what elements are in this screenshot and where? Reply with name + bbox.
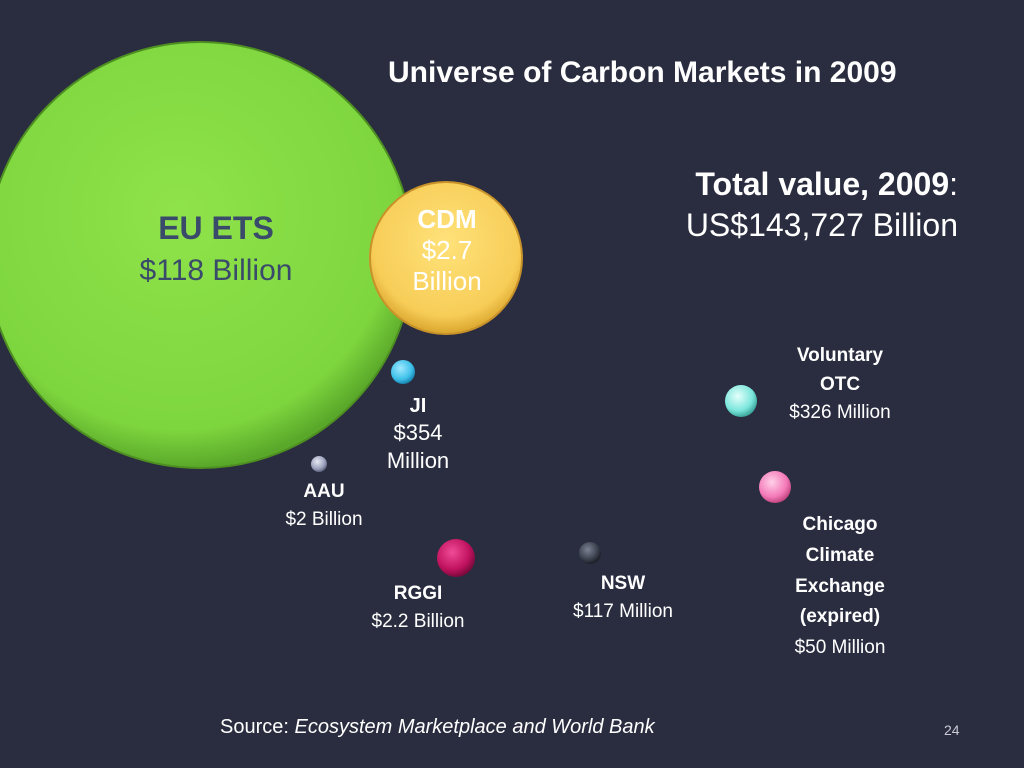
- label-value: $50 Million: [794, 637, 886, 659]
- bubble-rggi: [437, 539, 475, 577]
- label-value: $326 Million: [789, 402, 891, 423]
- label-value: $354 Million: [386, 420, 450, 473]
- label-value: $118 Billion: [139, 254, 293, 287]
- label-name: NSW: [600, 573, 646, 594]
- bubble-nsw: [579, 542, 601, 564]
- bubble-cdm: [369, 181, 523, 335]
- bubble-voluntary-otc: [725, 385, 757, 417]
- label-name: Chicago Climate Exchange (expired): [795, 514, 885, 628]
- label-chicago-climate-exchange: Chicago Climate Exchange (expired) $50 M…: [770, 510, 910, 664]
- bubble-chicago-climate-exchange: [759, 471, 791, 503]
- page-number: 24: [944, 722, 960, 738]
- label-aau: AAU $2 Billion: [268, 480, 380, 532]
- total-label-line: Total value, 2009:: [686, 166, 958, 203]
- total-value-block: Total value, 2009: US$143,727 Billion: [686, 166, 958, 244]
- label-nsw: NSW $117 Million: [548, 572, 698, 624]
- label-value: $2.7 Billion: [412, 235, 482, 297]
- source-text: Ecosystem Marketplace and World Bank: [294, 716, 655, 738]
- source-note: Source: Ecosystem Marketplace and World …: [220, 716, 655, 739]
- label-voluntary-otc: Voluntary OTC $326 Million: [770, 342, 910, 428]
- label-value: $2.2 Billion: [371, 610, 465, 632]
- label-name: CDM: [417, 204, 477, 234]
- total-label: Total value, 2009: [695, 166, 950, 202]
- label-name: AAU: [303, 481, 345, 502]
- bubble-ji: [391, 360, 415, 384]
- label-name: Voluntary OTC: [796, 345, 884, 395]
- label-ji: JI $354 Million: [372, 394, 464, 474]
- label-value: $2 Billion: [285, 508, 363, 530]
- label-cdm: CDM $2.7 Billion: [388, 204, 506, 298]
- chart-title: Universe of Carbon Markets in 2009: [388, 56, 897, 89]
- label-name: RGGI: [393, 583, 443, 604]
- total-value: US$143,727 Billion: [685, 207, 958, 243]
- label-rggi: RGGI $2.2 Billion: [352, 582, 484, 634]
- label-name: EU ETS: [158, 210, 274, 246]
- label-value: $117 Million: [573, 600, 673, 622]
- bubble-aau: [311, 456, 327, 472]
- label-eu-ets: EU ETS $118 Billion: [100, 208, 332, 290]
- total-colon: :: [949, 166, 958, 202]
- label-name: JI: [409, 395, 427, 417]
- source-prefix: Source:: [220, 716, 289, 738]
